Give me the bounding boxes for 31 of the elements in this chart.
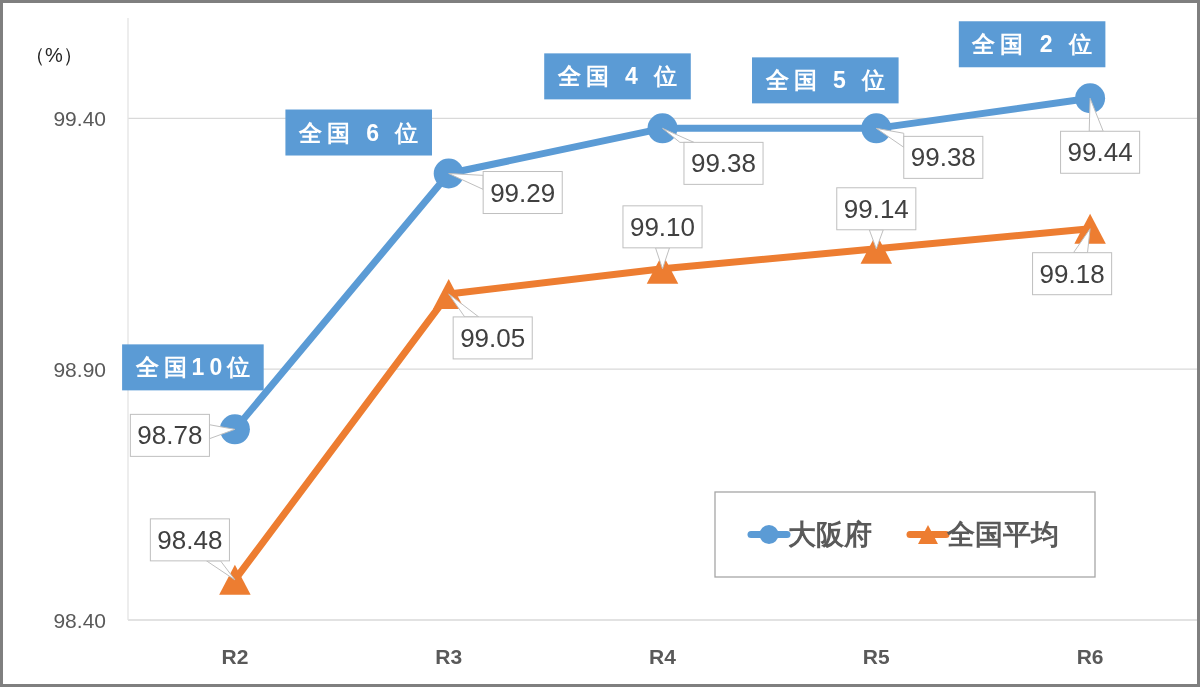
- data-label: 98.78: [137, 420, 203, 451]
- point: [1075, 83, 1106, 114]
- data-label: 99.38: [910, 142, 976, 173]
- legend-label: 大阪府: [788, 519, 872, 550]
- y-tick-label: 98.90: [53, 357, 106, 381]
- point: [219, 564, 251, 595]
- legend-label: 全国平均: [946, 519, 1059, 550]
- x-tick-label: R4: [649, 644, 677, 668]
- data-label: 99.38: [690, 148, 757, 179]
- data-label: 99.10: [629, 211, 696, 242]
- x-tick-label: R3: [435, 644, 463, 668]
- annotation: 全国 2 位: [971, 31, 1097, 58]
- y-tick-label: 99.40: [53, 106, 106, 130]
- data-label: 99.18: [1039, 258, 1105, 289]
- annotation: 全国 4 位: [556, 63, 683, 90]
- point: [433, 158, 464, 189]
- data-label: 99.29: [490, 177, 556, 208]
- annotation: 全国10位: [134, 354, 256, 381]
- annotation: 全国 6 位: [297, 119, 424, 146]
- point: [861, 113, 892, 144]
- annotation: 全国 5 位: [764, 67, 891, 94]
- y-axis-title: （%）: [25, 44, 83, 66]
- data-label: 99.14: [843, 193, 909, 224]
- y-tick-label: 98.40: [53, 608, 106, 632]
- x-tick-label: R2: [221, 644, 249, 668]
- point: [647, 113, 678, 144]
- data-label: 98.48: [157, 524, 223, 555]
- data-label: 99.05: [460, 322, 526, 353]
- x-tick-label: R5: [862, 644, 891, 668]
- x-tick-label: R6: [1076, 644, 1104, 668]
- data-label: 99.44: [1067, 137, 1133, 168]
